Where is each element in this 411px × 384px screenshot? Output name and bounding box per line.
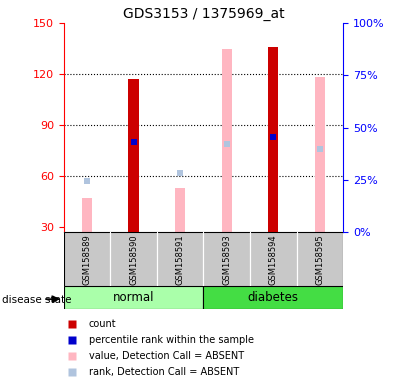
Bar	[250, 232, 297, 286]
Bar	[222, 48, 232, 232]
Text: disease state: disease state	[2, 295, 72, 305]
Text: GSM158589: GSM158589	[83, 234, 92, 285]
Text: rank, Detection Call = ABSENT: rank, Detection Call = ABSENT	[89, 367, 239, 377]
Title: GDS3153 / 1375969_at: GDS3153 / 1375969_at	[122, 7, 284, 21]
Bar	[110, 232, 157, 286]
Bar	[64, 232, 110, 286]
Text: GSM158590: GSM158590	[129, 234, 138, 285]
Text: percentile rank within the sample: percentile rank within the sample	[89, 335, 254, 345]
Text: GSM158594: GSM158594	[269, 234, 278, 285]
Text: value, Detection Call = ABSENT: value, Detection Call = ABSENT	[89, 351, 244, 361]
Bar	[203, 286, 343, 309]
Bar	[315, 78, 325, 232]
Text: count: count	[89, 319, 117, 329]
Bar	[64, 286, 203, 309]
Bar	[268, 47, 278, 232]
Text: GSM158593: GSM158593	[222, 234, 231, 285]
Text: diabetes: diabetes	[248, 291, 299, 304]
Bar	[82, 198, 92, 232]
Bar	[203, 232, 250, 286]
Bar	[157, 232, 203, 286]
Text: GSM158595: GSM158595	[315, 234, 324, 285]
Text: normal: normal	[113, 291, 154, 304]
Bar	[129, 79, 139, 232]
Text: GSM158591: GSM158591	[175, 234, 185, 285]
Bar	[175, 188, 185, 232]
Bar	[297, 232, 343, 286]
